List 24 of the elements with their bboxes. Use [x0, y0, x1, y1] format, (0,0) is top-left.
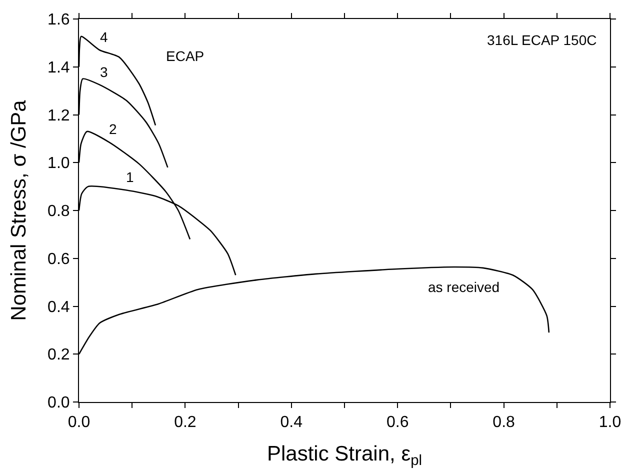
x-tick-label: 1.0 — [598, 414, 622, 432]
y-tick-label: 1.4 — [48, 59, 70, 76]
series-label: 3 — [100, 64, 108, 80]
y-tick-label: 1.2 — [48, 107, 70, 124]
series-label: 4 — [100, 29, 108, 45]
series-label: 2 — [109, 121, 117, 137]
x-tick-label: 0.0 — [68, 414, 90, 432]
x-tick-label: 0.4 — [280, 414, 303, 432]
y-tick-label: 1.6 — [48, 12, 70, 29]
annotation: 316L ECAP 150C — [487, 32, 597, 48]
y-tick-label: 0.0 — [48, 394, 70, 412]
x-tick-label: 0.8 — [492, 414, 516, 432]
y-tick-label: 0.2 — [48, 346, 70, 364]
y-tick-label: 0.6 — [48, 250, 70, 268]
y-axis-title: Nominal Stress, σ /GPa — [8, 100, 31, 321]
y-tick-label: 0.8 — [48, 203, 70, 220]
y-tick-label: 0.4 — [48, 298, 70, 316]
x-tick-label: 0.2 — [174, 414, 196, 432]
x-axis-title: Plastic Strain, ε$_{pl}$ — [266, 442, 422, 469]
x-tick-label: 0.6 — [386, 414, 409, 432]
series-label: 1 — [126, 169, 134, 185]
annotation: ECAP — [166, 48, 204, 64]
y-tick-label: 1.0 — [48, 155, 70, 172]
series-label: as received — [428, 279, 500, 295]
